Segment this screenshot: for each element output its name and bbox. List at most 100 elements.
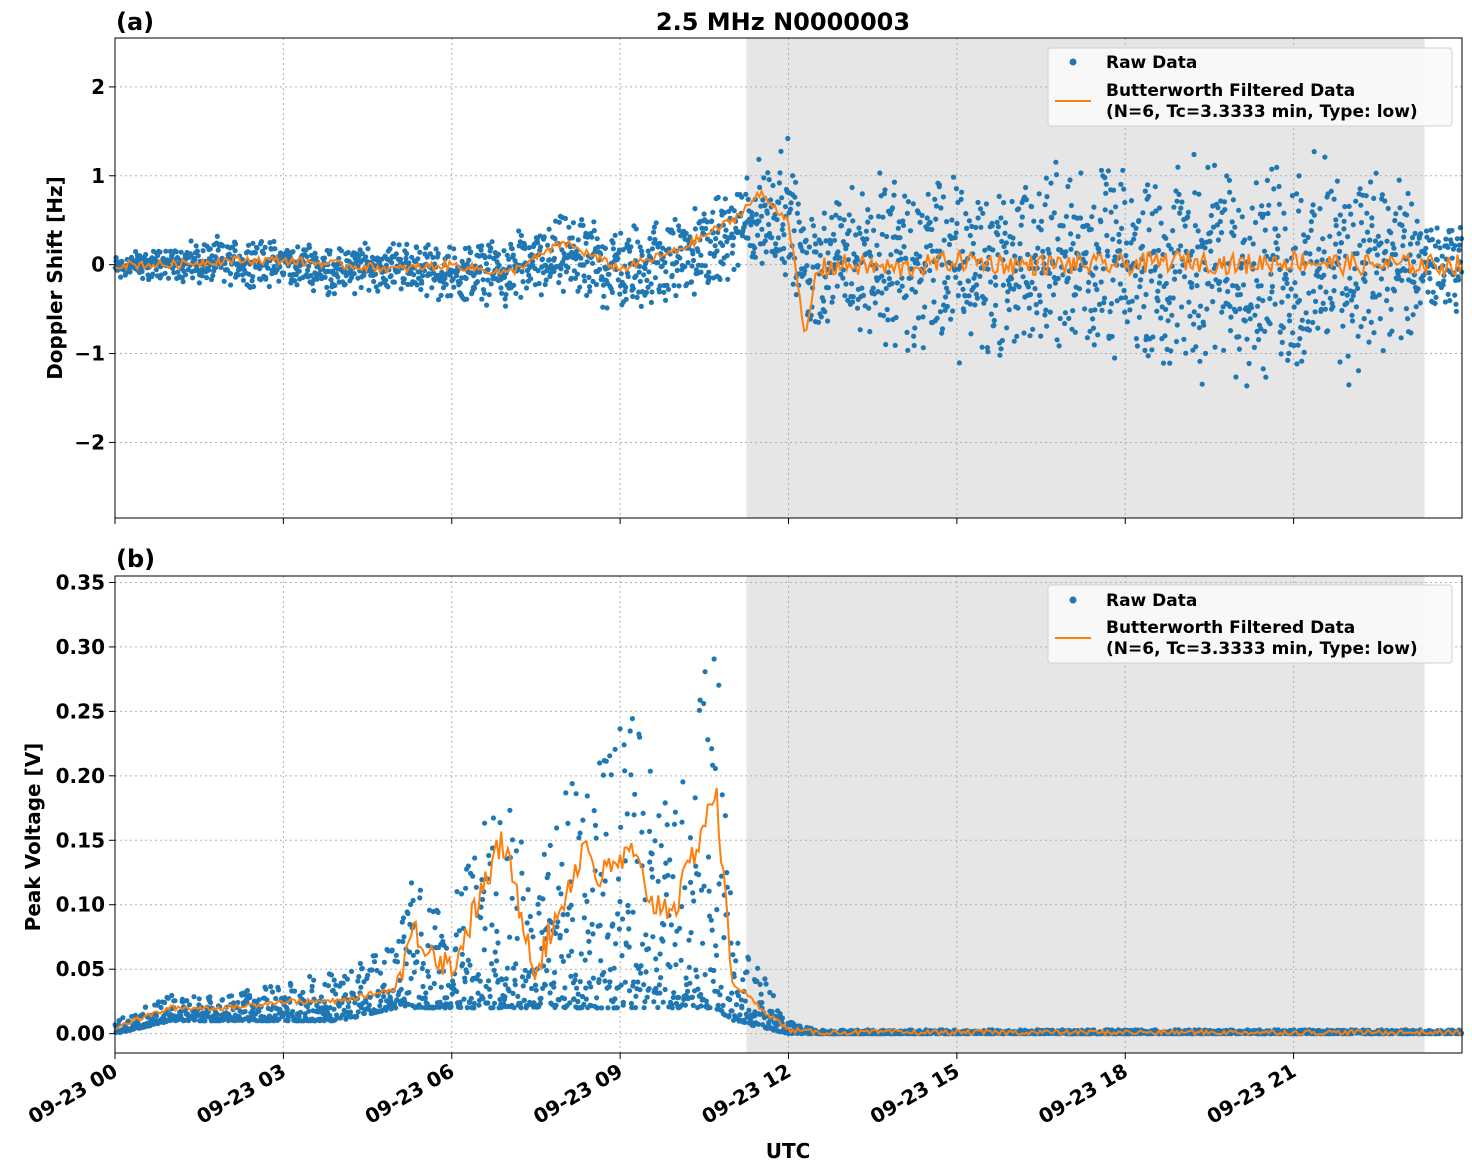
raw-data-point	[313, 255, 319, 261]
raw-data-point	[242, 1008, 248, 1015]
raw-data-point	[1096, 301, 1103, 307]
raw-data-point	[768, 197, 774, 203]
raw-data-point	[707, 238, 714, 244]
raw-data-point	[860, 292, 867, 298]
raw-data-point	[1316, 246, 1322, 252]
raw-data-point	[672, 809, 679, 815]
raw-data-point	[1221, 199, 1228, 205]
raw-data-point	[647, 235, 653, 242]
raw-data-point	[1266, 202, 1272, 208]
raw-data-point	[507, 807, 513, 813]
raw-data-point	[1298, 197, 1304, 204]
raw-data-point	[693, 863, 699, 869]
raw-data-point	[120, 1015, 126, 1021]
raw-data-point	[545, 242, 551, 248]
raw-data-point	[309, 983, 315, 990]
raw-data-point	[677, 255, 683, 261]
raw-data-point	[678, 957, 684, 963]
raw-data-point	[1122, 309, 1128, 315]
raw-data-point	[125, 1018, 131, 1024]
raw-data-point	[740, 977, 746, 983]
raw-data-point	[756, 156, 762, 162]
raw-data-point	[657, 990, 663, 996]
raw-data-point	[763, 981, 769, 987]
raw-data-point	[1149, 347, 1155, 353]
raw-data-point	[1047, 270, 1053, 276]
raw-data-point	[815, 263, 821, 269]
raw-data-point	[584, 234, 591, 240]
raw-data-point	[1102, 207, 1108, 213]
raw-data-point	[729, 250, 735, 256]
raw-data-point	[1224, 276, 1230, 282]
raw-data-point	[273, 995, 279, 1002]
raw-data-point	[541, 234, 547, 240]
panel-label-a: (a)	[116, 8, 154, 36]
raw-data-point	[1337, 359, 1343, 365]
raw-data-point	[949, 217, 955, 223]
raw-data-point	[961, 259, 968, 265]
raw-data-point	[1230, 283, 1236, 289]
raw-data-point	[246, 271, 252, 277]
raw-data-point	[578, 951, 584, 957]
raw-data-point	[1033, 302, 1039, 308]
raw-data-point	[581, 273, 587, 279]
raw-data-point	[825, 250, 831, 256]
raw-data-point	[952, 235, 958, 241]
raw-data-point	[1082, 306, 1088, 312]
raw-data-point	[1086, 279, 1092, 285]
raw-data-point	[435, 909, 441, 916]
raw-data-point	[671, 821, 678, 827]
raw-data-point	[1301, 232, 1307, 238]
raw-data-point	[448, 292, 454, 299]
raw-data-point	[1146, 193, 1152, 199]
raw-data-point	[749, 214, 755, 220]
raw-data-point	[1427, 276, 1433, 282]
raw-data-point	[1254, 328, 1260, 334]
raw-data-point	[195, 253, 201, 259]
raw-data-point	[1066, 315, 1072, 321]
raw-data-point	[1318, 306, 1324, 312]
raw-data-point	[846, 212, 852, 218]
raw-data-point	[838, 271, 844, 277]
raw-data-point	[471, 1000, 477, 1007]
raw-data-point	[1221, 347, 1227, 353]
raw-data-point	[1091, 342, 1097, 348]
raw-data-point	[996, 193, 1002, 199]
raw-data-point	[652, 275, 659, 281]
raw-data-point	[829, 299, 835, 305]
raw-data-point	[1026, 305, 1032, 311]
raw-data-point	[1296, 208, 1302, 214]
raw-data-point	[1313, 298, 1319, 304]
raw-data-point	[1179, 304, 1185, 310]
raw-data-point	[763, 249, 769, 255]
raw-data-point	[190, 275, 196, 281]
raw-data-point	[422, 995, 428, 1001]
raw-data-point	[653, 985, 659, 992]
raw-data-point	[889, 205, 896, 211]
raw-data-point	[567, 1000, 573, 1006]
raw-data-point	[1218, 230, 1225, 236]
raw-data-point	[1336, 231, 1342, 237]
raw-data-point	[730, 952, 736, 958]
raw-data-point	[1155, 288, 1161, 294]
raw-data-point	[173, 249, 179, 255]
raw-data-point	[1136, 314, 1142, 320]
raw-data-point	[1249, 205, 1255, 211]
raw-data-point	[660, 245, 666, 251]
raw-data-point	[1384, 298, 1390, 304]
raw-data-point	[937, 309, 944, 315]
raw-data-point	[1123, 253, 1129, 259]
raw-data-point	[664, 822, 670, 828]
raw-data-point	[598, 958, 604, 964]
raw-data-point	[284, 1007, 290, 1013]
raw-data-point	[479, 896, 486, 903]
raw-data-point	[207, 994, 213, 1000]
raw-data-point	[178, 249, 184, 255]
raw-data-point	[765, 170, 771, 176]
raw-data-point	[1145, 182, 1151, 188]
raw-data-point	[1023, 197, 1029, 203]
raw-data-point	[1411, 279, 1417, 285]
raw-data-point	[1407, 241, 1414, 247]
raw-data-point	[645, 284, 651, 290]
raw-data-point	[1004, 325, 1010, 331]
